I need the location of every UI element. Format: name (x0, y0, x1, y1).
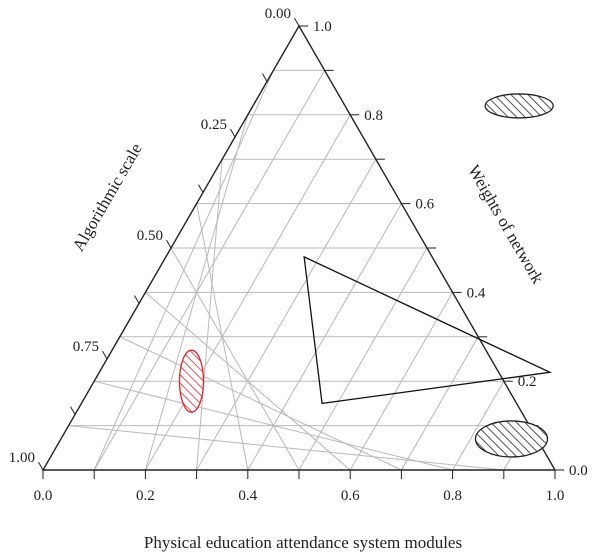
left-tick-label: 0.75 (73, 339, 99, 355)
grid-line (145, 292, 351, 471)
bottom-tick-label: 1.0 (546, 488, 565, 504)
hatched-ellipse (484, 93, 554, 119)
grid-line (349, 292, 454, 471)
left-tick (38, 461, 44, 471)
tick-marks (38, 17, 564, 479)
grid-line (68, 425, 504, 471)
left-tick (262, 73, 268, 82)
grid-line (400, 336, 479, 471)
grid-line (170, 247, 300, 471)
left-tick (134, 295, 140, 304)
left-tick-label: 0.50 (137, 228, 163, 244)
left-tick (230, 128, 236, 138)
left-tick-label: 1.00 (9, 450, 35, 466)
right-axis-title: Weights of network (464, 162, 548, 288)
left-tick (294, 17, 300, 27)
grid-line (452, 380, 505, 471)
bottom-tick-label: 0.4 (238, 488, 257, 504)
right-tick-label: 1.0 (313, 19, 332, 35)
left-tick (70, 406, 76, 415)
left-tick (166, 239, 172, 249)
grid-line (196, 158, 377, 471)
left-tick (198, 184, 204, 193)
right-tick-label: 0.0 (569, 463, 588, 479)
right-tick-label: 0.8 (364, 108, 383, 124)
grid-line (119, 336, 402, 471)
left-tick (102, 350, 108, 360)
left-tick-label: 0.25 (201, 117, 227, 133)
bottom-tick-label: 0.8 (443, 488, 462, 504)
outlined-triangle-region (303, 255, 553, 405)
hatched-ellipse (474, 420, 549, 458)
right-tick-label: 0.2 (518, 374, 537, 390)
bottom-tick-label: 0.0 (34, 488, 53, 504)
left-axis-title: Algorithmic scale (69, 140, 146, 255)
left-tick-label: 0.00 (265, 6, 291, 22)
bottom-axis-title: Physical education attendance system mod… (144, 533, 462, 552)
right-tick-label: 0.6 (415, 197, 434, 213)
bottom-tick-label: 0.6 (341, 488, 360, 504)
right-tick-label: 0.4 (467, 285, 486, 301)
red-hatched-ellipse (178, 349, 205, 413)
grid-line (298, 247, 428, 471)
bottom-tick-label: 0.2 (136, 488, 155, 504)
grid-line (94, 380, 453, 471)
regions (178, 93, 554, 458)
tick-labels: 0.0 0.2 0.4 0.6 0.8 1.00.00.20.40.60.81.00.00… (9, 6, 588, 504)
grid-lines (68, 69, 530, 471)
